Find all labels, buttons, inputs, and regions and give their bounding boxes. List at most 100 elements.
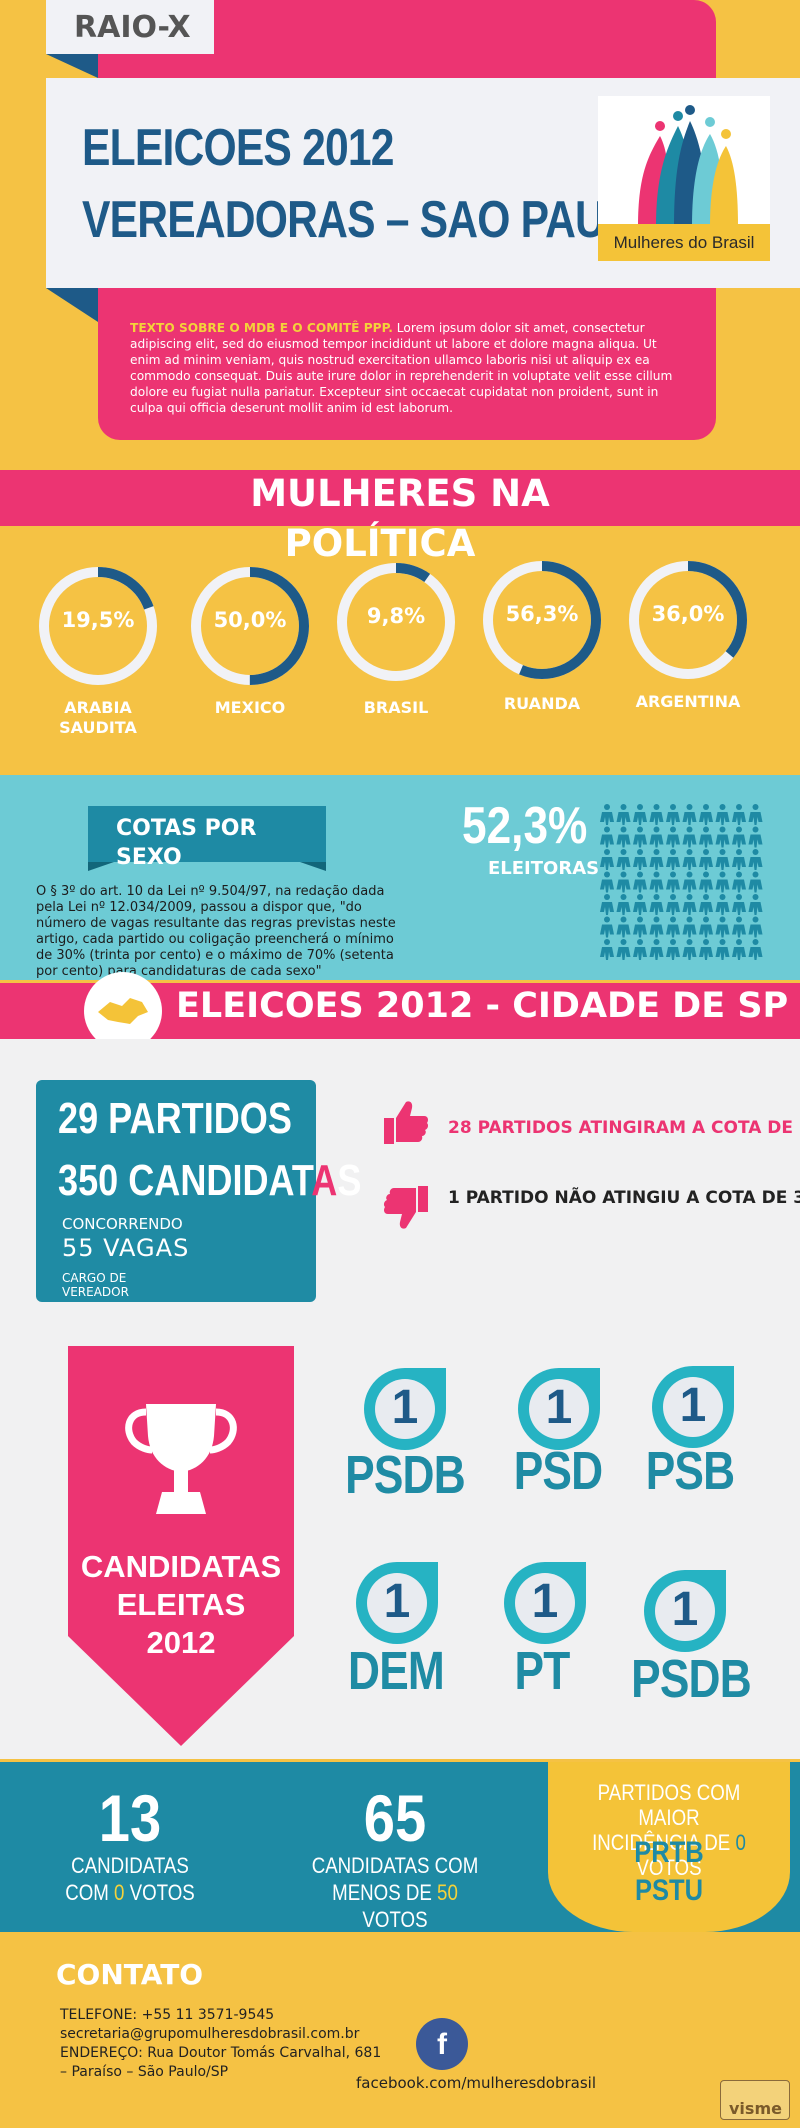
- facebook-icon[interactable]: f: [416, 2018, 468, 2070]
- person-icon: [633, 916, 647, 938]
- candidatas-post: S: [337, 1156, 362, 1205]
- person-icon: [699, 849, 713, 870]
- donut-value: 50,0%: [213, 608, 287, 632]
- intro-body: Lorem ipsum dolor sit amet, consectetur …: [130, 321, 673, 415]
- person-icon: [715, 894, 730, 915]
- less-votes-line-1: CANDIDATAS COM: [311, 1853, 479, 1878]
- person-icon: [715, 826, 730, 848]
- donut-fill: [483, 561, 601, 679]
- cotas-ribbon: [88, 806, 326, 862]
- raio-x-tab: RAIO-X: [46, 0, 214, 54]
- person-icon: [748, 826, 763, 848]
- person-icon: [649, 871, 664, 893]
- person-icon: [715, 916, 730, 938]
- person-icon: [600, 939, 614, 960]
- person-icon: [682, 849, 697, 870]
- person-icon: [732, 849, 746, 870]
- title-line-1: ELEICOES 2012: [82, 119, 394, 177]
- person-icon: [616, 826, 631, 848]
- maior-party-1: PRTB: [634, 1836, 704, 1869]
- less-votes-number: 65: [363, 1781, 427, 1855]
- person-icon: [682, 916, 697, 938]
- less-l2a: MENOS DE: [332, 1880, 438, 1905]
- person-icon: [748, 804, 763, 825]
- party-name: PSDB: [631, 1649, 752, 1709]
- party-badge-icon: [518, 1368, 600, 1450]
- person-icon: [682, 871, 697, 893]
- stat-cota-ok: 28 PARTIDOS ATINGIRAM A COTA DE 30%: [448, 1118, 800, 1138]
- person-icon: [666, 826, 680, 848]
- thumbs-up-icon: [384, 1101, 429, 1144]
- partidos-count: 29 PARTIDOS: [58, 1094, 292, 1143]
- politica-band: [0, 470, 800, 526]
- intro-lead: TEXTO SOBRE O MDB E O COMITÊ PPP.: [130, 321, 393, 335]
- person-icon: [666, 939, 680, 960]
- raio-x-label: RAIO-X: [74, 10, 191, 45]
- person-icon: [649, 849, 664, 870]
- person-icon: [600, 871, 614, 893]
- maior-l2a: INCIDÊNCIA DE: [592, 1830, 736, 1855]
- person-icon: [633, 894, 647, 915]
- sao-paulo-map-icon: [98, 998, 148, 1024]
- person-icon: [748, 849, 763, 870]
- party-name: PT: [514, 1641, 571, 1701]
- person-icon: [649, 826, 664, 848]
- donut-value: 36,0%: [651, 602, 725, 626]
- maior-l2b: 0: [735, 1830, 746, 1855]
- person-icon: [715, 849, 730, 870]
- visme-badge[interactable]: visme: [720, 2080, 790, 2120]
- party-badge-icon: [356, 1562, 438, 1644]
- concorrendo-label: CONCORRENDO: [62, 1215, 183, 1233]
- maior-incidencia-box: [548, 1762, 790, 1932]
- candidatas-pre: 350 CANDIDAT: [58, 1156, 312, 1205]
- logo-label: Mulheres do Brasil: [598, 224, 770, 261]
- facebook-link[interactable]: facebook.com/mulheresdobrasil: [356, 2074, 596, 2092]
- maior-l3: VOTOS: [636, 1855, 702, 1880]
- donut-1: 19,5%: [38, 566, 158, 686]
- contact-email[interactable]: secretaria@grupomulheresdobrasil.com.br: [60, 2026, 360, 2042]
- tab-fold: [46, 54, 98, 78]
- eleitas-line-1: CANDIDATAS: [80, 1549, 282, 1584]
- person-icon: [600, 826, 614, 848]
- donut-ring: [629, 561, 747, 679]
- person-icon: [616, 871, 631, 893]
- person-icon: [732, 894, 746, 915]
- person-icon: [666, 871, 680, 893]
- person-icon: [699, 894, 713, 915]
- person-icon: [600, 804, 614, 825]
- people-grid-icon: [600, 804, 763, 960]
- zero-l2b: 0: [114, 1880, 125, 1905]
- party-badge-icon: [652, 1366, 734, 1448]
- person-icon: [682, 939, 697, 960]
- party-badge-icon: [504, 1562, 586, 1644]
- party-count: 1: [671, 1583, 699, 1636]
- donut-value: 19,5%: [61, 608, 135, 632]
- zero-l2a: COM: [65, 1880, 115, 1905]
- person-icon: [666, 804, 680, 825]
- vagas-label: 55 VAGAS: [62, 1234, 190, 1262]
- contact-info: TELEFONE: +55 11 3571-9545 secretaria@gr…: [60, 2006, 390, 2082]
- person-icon: [633, 849, 647, 870]
- donut-ring: [337, 563, 455, 681]
- party-name: PSB: [645, 1441, 735, 1501]
- eleitoras-label: ELEITORAS: [488, 858, 600, 879]
- party-name: PSD: [513, 1441, 603, 1501]
- person-icon: [616, 894, 631, 915]
- party-count: 1: [679, 1379, 707, 1432]
- person-icon: [666, 849, 680, 870]
- contact-address: ENDEREÇO: Rua Doutor Tomás Carvalhal, 68…: [60, 2045, 382, 2080]
- person-icon: [649, 939, 664, 960]
- trophy-icon: [125, 1404, 237, 1514]
- donut-fill: [629, 561, 747, 679]
- party-badge-icon: [644, 1570, 726, 1652]
- eleitoras-value: 52,3%: [462, 797, 588, 855]
- cotas-title: COTAS POR SEXO: [116, 816, 257, 870]
- party-count: 1: [391, 1381, 419, 1434]
- person-icon: [699, 939, 713, 960]
- person-icon: [715, 804, 730, 825]
- contact-phone: TELEFONE: +55 11 3571-9545: [60, 2007, 275, 2023]
- donut-label: MEXICO: [214, 698, 286, 717]
- person-icon: [699, 916, 713, 938]
- intro-text: TEXTO SOBRE O MDB E O COMITÊ PPP. Lorem …: [130, 320, 675, 416]
- person-icon: [616, 939, 631, 960]
